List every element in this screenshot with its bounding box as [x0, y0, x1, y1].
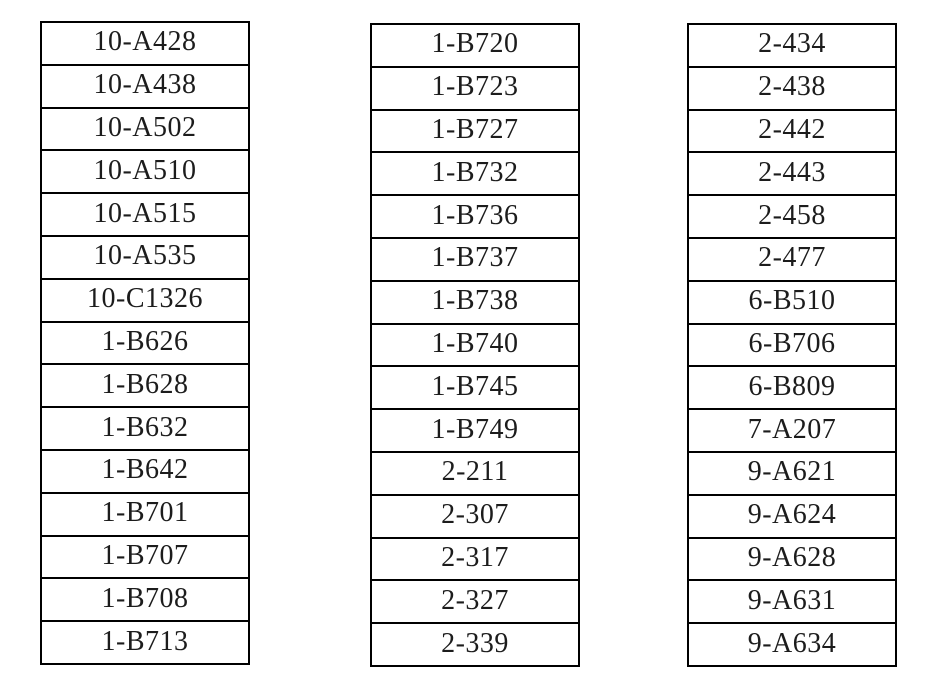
- table-row: 6-B809: [689, 365, 895, 408]
- table-row: 2-317: [372, 536, 578, 580]
- room-code: 1-B701: [101, 497, 189, 529]
- room-code: 1-B749: [431, 413, 519, 445]
- table-row: 9-A628: [689, 536, 895, 580]
- table-row: 2-443: [689, 151, 895, 194]
- room-code: 10-C1326: [87, 283, 203, 315]
- table-row: 2-211: [372, 450, 578, 494]
- room-code: 2-434: [758, 28, 826, 60]
- room-code: 1-B632: [101, 411, 189, 443]
- room-code: 9-A624: [747, 499, 837, 531]
- table-row: 10-A515: [42, 192, 248, 235]
- table-row: 9-A621: [689, 450, 895, 494]
- table-row: 2-339: [372, 622, 578, 665]
- table-row: 1-B749: [372, 408, 578, 451]
- table-row: 10-C1326: [42, 277, 248, 321]
- room-code: 2-438: [758, 71, 826, 103]
- table-row: 1-B632: [42, 406, 248, 449]
- table-row: 10-A438: [42, 63, 248, 107]
- room-code: 1-B740: [431, 327, 519, 359]
- room-code: 6-B706: [748, 327, 836, 359]
- table-row: 2-434: [689, 25, 895, 66]
- table-row: 1-B713: [42, 620, 248, 663]
- table-row: 2-327: [372, 579, 578, 622]
- table-row: 6-B706: [689, 322, 895, 366]
- table-row: 10-A535: [42, 234, 248, 278]
- table-row: 1-B707: [42, 534, 248, 578]
- room-code: 10-A502: [93, 111, 197, 143]
- table-row: 1-B745: [372, 365, 578, 408]
- table-row: 9-A631: [689, 579, 895, 622]
- room-code: 1-B720: [431, 28, 519, 60]
- table-row: 10-A502: [42, 106, 248, 150]
- room-code: 10-A535: [93, 240, 197, 272]
- table-row: 1-B708: [42, 577, 248, 620]
- room-code: 2-327: [441, 584, 509, 616]
- room-code: 1-B708: [101, 582, 189, 614]
- room-code: 1-B628: [101, 368, 189, 400]
- room-code: 2-211: [441, 456, 509, 488]
- code-table-3: 2-434 2-438 2-442 2-443 2-458 2-477 6-B510 6-B7…: [687, 23, 897, 667]
- room-code: 2-443: [758, 156, 826, 188]
- table-row: 1-B736: [372, 194, 578, 237]
- room-code: 2-339: [441, 627, 509, 659]
- room-code: 1-B707: [101, 539, 189, 571]
- table-row: 10-A428: [42, 23, 248, 64]
- table-row: 1-B740: [372, 322, 578, 366]
- table-row: 2-438: [689, 65, 895, 109]
- table-row: 1-B723: [372, 65, 578, 109]
- table-row: 1-B642: [42, 448, 248, 492]
- table-row: 6-B510: [689, 279, 895, 323]
- table-row: 1-B737: [372, 236, 578, 280]
- table-row: 2-477: [689, 236, 895, 280]
- room-code: 2-477: [758, 242, 826, 274]
- table-row: 1-B626: [42, 320, 248, 364]
- room-code: 1-B736: [431, 199, 519, 231]
- room-code: 6-B809: [748, 370, 836, 402]
- room-code: 1-B713: [101, 625, 189, 657]
- room-code: 9-A621: [747, 456, 837, 488]
- room-code: 7-A207: [747, 413, 837, 445]
- code-table-2: 1-B720 1-B723 1-B727 1-B732 1-B736 1-B737 1-B7…: [370, 23, 580, 667]
- room-code: 1-B727: [431, 113, 519, 145]
- room-code: 1-B626: [101, 325, 189, 357]
- room-code: 9-A631: [747, 584, 837, 616]
- room-code: 10-A510: [93, 154, 197, 186]
- room-code: 1-B732: [431, 156, 519, 188]
- room-code: 2-317: [441, 541, 509, 573]
- table-row: 2-307: [372, 493, 578, 537]
- table-row: 1-B720: [372, 25, 578, 66]
- table-row: 1-B701: [42, 491, 248, 535]
- room-code: 6-B510: [748, 285, 836, 317]
- table-row: 7-A207: [689, 408, 895, 451]
- room-code: 2-458: [758, 199, 826, 231]
- room-code: 10-A428: [93, 26, 197, 58]
- code-table-1: 10-A428 10-A438 10-A502 10-A510 10-A515 10-A5…: [40, 21, 250, 665]
- room-code: 1-B723: [431, 71, 519, 103]
- table-row: 1-B727: [372, 108, 578, 152]
- table-row: 2-442: [689, 108, 895, 152]
- table-row: 9-A634: [689, 622, 895, 665]
- room-code: 2-307: [441, 499, 509, 531]
- table-row: 1-B738: [372, 279, 578, 323]
- room-code: 1-B642: [101, 454, 189, 486]
- table-row: 1-B628: [42, 363, 248, 406]
- room-code: 9-A628: [747, 541, 837, 573]
- room-code: 1-B745: [431, 370, 519, 402]
- room-code: 2-442: [758, 113, 826, 145]
- table-row: 2-458: [689, 194, 895, 237]
- room-code: 9-A634: [747, 627, 837, 659]
- table-row: 10-A510: [42, 149, 248, 192]
- table-row: 1-B732: [372, 151, 578, 194]
- room-code: 1-B737: [431, 242, 519, 274]
- table-row: 9-A624: [689, 493, 895, 537]
- room-code: 10-A438: [93, 69, 197, 101]
- room-code: 10-A515: [93, 197, 197, 229]
- room-code: 1-B738: [431, 285, 519, 317]
